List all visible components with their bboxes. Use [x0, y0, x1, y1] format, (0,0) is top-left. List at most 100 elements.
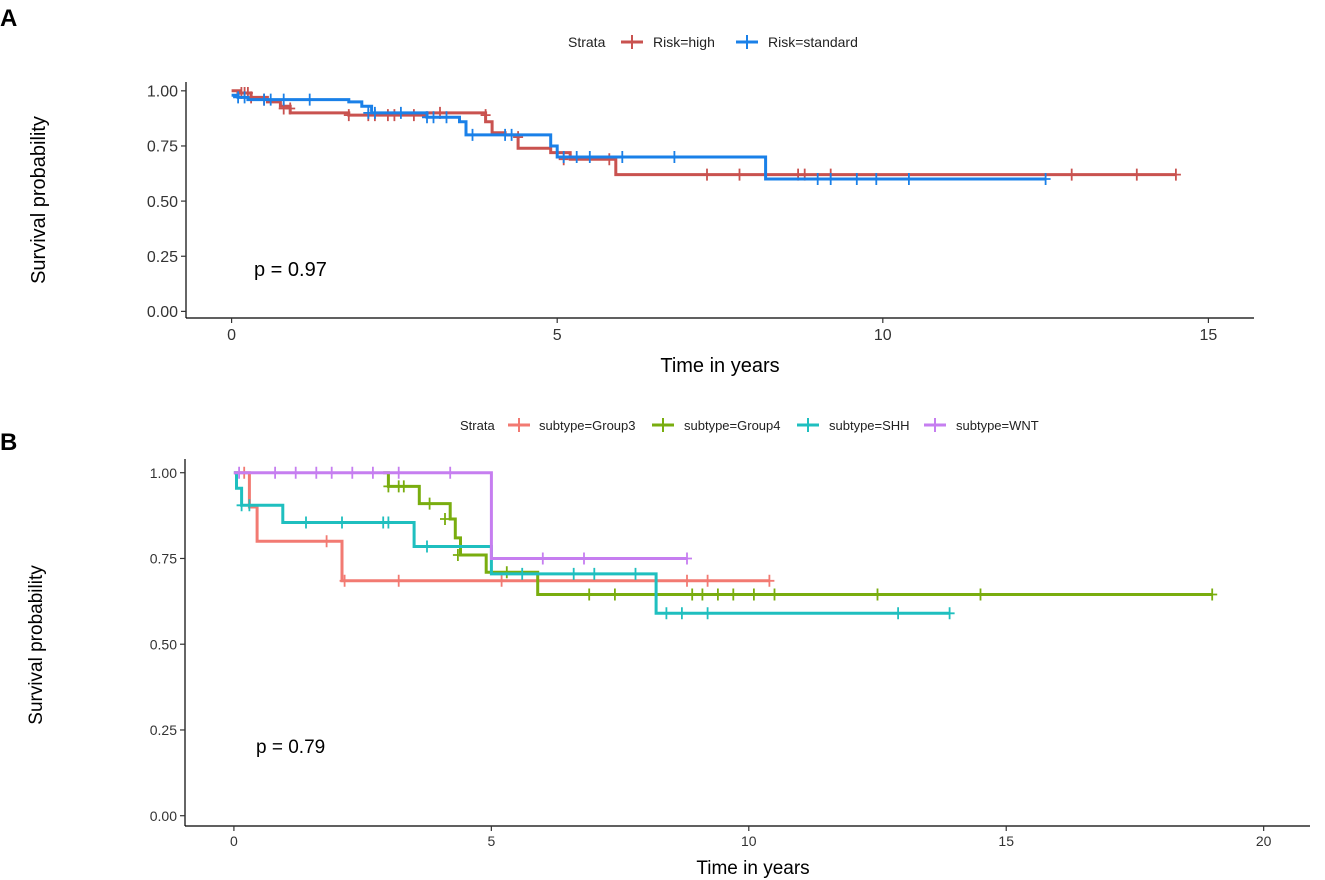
censor-mark-subtype-group4 [1207, 588, 1218, 601]
y-axis-title-b: Survival probability [26, 565, 47, 725]
censor-mark-subtype-group4 [687, 588, 698, 601]
censor-mark-risk-standard [467, 128, 478, 141]
censor-mark-subtype-shh [301, 516, 311, 529]
censor-mark-risk-standard [669, 151, 680, 163]
censor-mark-subtype-group3 [682, 574, 692, 587]
censor-mark-subtype-group4 [748, 588, 759, 601]
x-tick-label: 0 [227, 327, 236, 344]
censor-mark-risk-standard [304, 93, 315, 106]
censor-mark-risk-standard [369, 106, 380, 119]
censor-mark-subtype-group4 [440, 513, 450, 525]
censor-mark-subtype-group4 [398, 480, 409, 493]
censor-mark-subtype-group4 [501, 566, 512, 579]
x-tick-label: 10 [874, 327, 892, 344]
censor-mark-subtype-group4 [424, 497, 435, 510]
censor-mark-risk-standard [812, 173, 823, 185]
censor-mark-risk-standard [506, 128, 517, 141]
x-tick-label: 5 [553, 327, 562, 344]
censor-mark-risk-high [343, 109, 354, 122]
censor-mark-risk-standard [617, 151, 628, 163]
censor-mark-subtype-shh [702, 607, 713, 620]
censor-mark-risk-high [285, 102, 296, 115]
series-line-subtype-shh [233, 471, 950, 615]
censor-mark-subtype-group3 [496, 574, 507, 587]
censor-mark-subtype-shh [422, 540, 432, 553]
legend-label-b-shh: subtype=SHH [829, 418, 910, 433]
censor-mark-risk-standard [1040, 173, 1051, 185]
censor-mark-subtype-wnt [367, 466, 378, 479]
censor-mark-risk-high [604, 153, 615, 166]
censor-mark-risk-standard [558, 151, 569, 163]
legend-label-b-wnt: subtype=WNT [956, 418, 1039, 433]
censor-mark-subtype-group4 [769, 588, 780, 601]
censor-mark-subtype-shh [589, 567, 600, 580]
censor-mark-risk-standard [571, 151, 582, 163]
censor-mark-subtype-wnt [311, 466, 322, 479]
y-tick-label: 1.00 [150, 465, 177, 481]
plot-area-a: 0.00 0.25 0.50 0.75 1.00 0 5 10 15 [147, 82, 1254, 344]
y-tick-label: 0.00 [147, 304, 178, 321]
censor-mark-subtype-wnt [326, 466, 337, 479]
x-tick-label: 20 [1256, 833, 1272, 849]
censor-mark-subtype-wnt [682, 552, 692, 565]
legend-title-b: Strata [460, 418, 495, 433]
y-axis-title-a: Survival probability [28, 116, 50, 284]
censor-mark-subtype-group3 [393, 574, 404, 587]
censor-mark-risk-high [513, 131, 524, 144]
censor-mark-risk-standard [265, 93, 276, 106]
censor-mark-risk-high [1131, 168, 1142, 181]
censor-mark-subtype-group4 [728, 588, 739, 601]
x-tick-label: 15 [1200, 327, 1218, 344]
censor-mark-subtype-wnt [579, 552, 589, 565]
censor-mark-risk-standard [903, 173, 914, 185]
censor-mark-risk-high [480, 109, 491, 122]
censor-mark-risk-standard [278, 93, 289, 106]
censor-mark-subtype-wnt [290, 466, 301, 479]
censor-mark-risk-standard [825, 173, 836, 185]
y-tick-label: 0.50 [147, 194, 178, 211]
x-tick-label: 10 [741, 833, 757, 849]
censor-mark-risk-standard [441, 111, 452, 124]
legend-a: Strata Risk=high Risk=standard [568, 34, 858, 50]
p-value-b: p = 0.79 [256, 737, 325, 758]
x-axis-title-b: Time in years [696, 858, 809, 879]
y-tick-label: 0.75 [147, 139, 178, 156]
censor-mark-subtype-wnt [393, 466, 404, 479]
censor-mark-risk-standard [871, 173, 882, 185]
censor-mark-risk-standard [428, 111, 439, 124]
censor-mark-risk-standard [239, 91, 250, 104]
y-tick-label: 0.25 [150, 722, 177, 738]
censor-mark-subtype-wnt [234, 466, 245, 479]
censor-mark-subtype-shh [383, 516, 394, 529]
censor-mark-risk-high [389, 109, 400, 122]
censor-mark-subtype-group4 [975, 588, 986, 601]
y-tick-label: 1.00 [147, 84, 178, 101]
censor-mark-subtype-group4 [383, 480, 394, 493]
survival-chart-b: Strata subtype=Group3 subtype=Group4 sub… [26, 418, 1310, 879]
censor-mark-subtype-wnt [270, 466, 281, 479]
censor-mark-risk-standard [851, 173, 862, 185]
censor-mark-subtype-shh [517, 567, 528, 580]
panel-label-a: A [0, 5, 17, 32]
censor-mark-subtype-group3 [339, 574, 350, 587]
censor-mark-risk-high [734, 168, 745, 181]
x-axis-title-a: Time in years [660, 355, 779, 377]
censor-mark-risk-high [702, 168, 712, 181]
censor-mark-risk-high [1066, 168, 1077, 181]
series-line-subtype-wnt [233, 471, 687, 560]
censor-mark-subtype-shh [568, 567, 579, 580]
series-line-risk-standard [231, 93, 1046, 181]
y-tick-label: 0.75 [150, 551, 177, 567]
series-line-subtype-group3 [233, 471, 770, 583]
plot-area-b: 0.00 0.25 0.50 0.75 1.00 0 5 10 15 20 [150, 459, 1310, 849]
y-tick-label: 0.25 [147, 249, 178, 266]
legend-label-b-group4: subtype=Group4 [684, 418, 780, 433]
censor-mark-subtype-shh [337, 516, 347, 529]
x-tick-label: 5 [487, 833, 495, 849]
censor-mark-risk-standard [395, 106, 406, 119]
censor-mark-subtype-wnt [445, 466, 456, 479]
survival-chart-a: Strata Risk=high Risk=standard 0.000.250… [28, 34, 1254, 377]
censor-mark-subtype-shh [676, 607, 687, 620]
censor-mark-subtype-group4 [697, 588, 708, 601]
censor-mark-subtype-wnt [347, 466, 358, 479]
